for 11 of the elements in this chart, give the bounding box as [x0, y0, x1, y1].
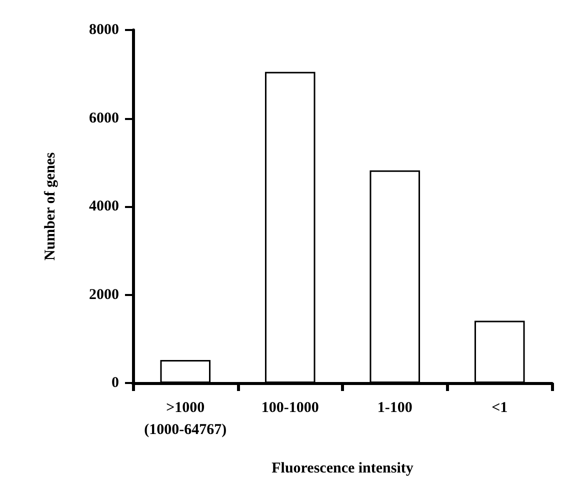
y-tick-label: 2000 [89, 286, 119, 303]
x-tick-label: >1000 (1000-64767) [144, 400, 227, 438]
y-tick-label: 4000 [89, 198, 119, 214]
y-tick-label: 8000 [89, 22, 119, 38]
x-tick-label: <1 [492, 400, 508, 416]
x-tick-label: 1-100 [377, 400, 412, 416]
y-tick-label: 6000 [89, 110, 119, 126]
x-axis-title: Fluorescence intensity [272, 460, 414, 476]
y-axis-title: Number of genes [42, 152, 58, 261]
y-tick-label: 0 [112, 375, 119, 391]
x-tick-label: 100-1000 [261, 400, 319, 416]
